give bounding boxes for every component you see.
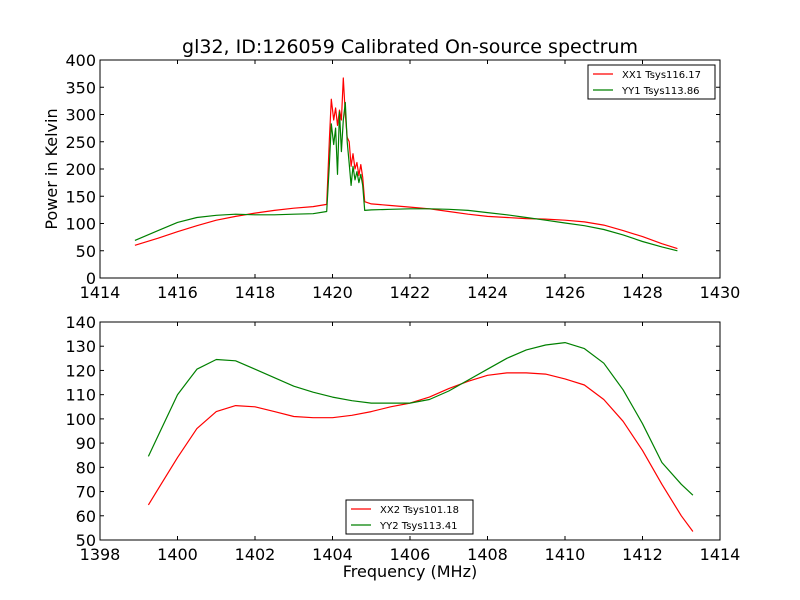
legend-entry-xx1: XX1 Tsys116.17	[622, 70, 701, 81]
y-axis-label: Power in Kelvin	[42, 108, 61, 229]
x-tick-label: 1406	[390, 545, 431, 564]
chart-title: gl32, ID:126059 Calibrated On-source spe…	[182, 36, 638, 58]
plot-frame	[99, 321, 721, 541]
y-tick-label: 50	[76, 242, 96, 261]
y-tick-label: 350	[65, 78, 96, 97]
x-tick-label: 1402	[235, 545, 276, 564]
x-axis-label: Frequency (MHz)	[343, 562, 477, 581]
legend: XX1 Tsys116.17 YY1 Tsys113.86	[587, 64, 716, 100]
plot-frame	[99, 59, 721, 279]
y-tick-label: 0	[86, 269, 96, 288]
series-group	[147, 342, 694, 532]
x-tick-label: 1410	[545, 545, 586, 564]
top-chart: gl32, ID:126059 Calibrated On-source spe…	[42, 36, 740, 302]
y-tick-label: 110	[65, 386, 96, 405]
y-tick-label: 50	[76, 531, 96, 550]
legend-box	[587, 64, 716, 100]
series-group	[134, 77, 678, 252]
y-tick-label: 100	[65, 215, 96, 234]
series-line-xx2	[147, 372, 694, 532]
y-tick-label: 150	[65, 187, 96, 206]
legend-box	[345, 499, 474, 535]
x-tick-label: 1408	[467, 545, 508, 564]
y-tick-label: 300	[65, 106, 96, 125]
y-tick-label: 100	[65, 410, 96, 429]
y-tick-label: 140	[65, 313, 96, 332]
series-line-yy2	[147, 342, 694, 496]
y-tick-label: 250	[65, 133, 96, 152]
legend-entry-yy1: YY1 Tsys113.86	[621, 86, 700, 97]
x-tick-label: 1420	[312, 283, 353, 302]
y-tick-label: 60	[76, 507, 96, 526]
bottom-chart: Frequency (MHz) 1398 1400 1402 1404 1406 1408…	[65, 313, 740, 581]
x-tick-label: 1398	[80, 545, 121, 564]
x-tick-label: 1404	[312, 545, 353, 564]
series-line-yy1	[134, 101, 678, 252]
y-tick-label: 200	[65, 160, 96, 179]
tick-group: 1414 1416 1418 1420 1422 1424 1426 1428 1430 0 50 1…	[65, 51, 740, 302]
x-tick-label: 1424	[467, 283, 508, 302]
y-tick-label: 130	[65, 337, 96, 356]
x-tick-label: 1428	[622, 283, 663, 302]
legend-entry-yy2: YY2 Tsys113.41	[379, 521, 458, 532]
y-tick-label: 90	[76, 434, 96, 453]
y-tick-label: 70	[76, 483, 96, 502]
x-tick-label: 1426	[545, 283, 586, 302]
y-tick-label: 120	[65, 361, 96, 380]
x-tick-label: 1430	[700, 283, 741, 302]
legend-entry-xx2: XX2 Tsys101.18	[380, 505, 459, 516]
x-tick-label: 1414	[80, 283, 121, 302]
y-tick-label: 80	[76, 458, 96, 477]
x-tick-label: 1418	[235, 283, 276, 302]
tick-group: 1398 1400 1402 1404 1406 1408 1410 1412 1414 50 60…	[65, 313, 740, 564]
x-tick-label: 1422	[390, 283, 431, 302]
x-tick-label: 1414	[700, 545, 741, 564]
x-tick-label: 1400	[157, 545, 198, 564]
y-tick-label: 400	[65, 51, 96, 70]
x-tick-label: 1412	[622, 545, 663, 564]
x-tick-label: 1416	[157, 283, 198, 302]
legend: XX2 Tsys101.18 YY2 Tsys113.41	[345, 499, 474, 535]
